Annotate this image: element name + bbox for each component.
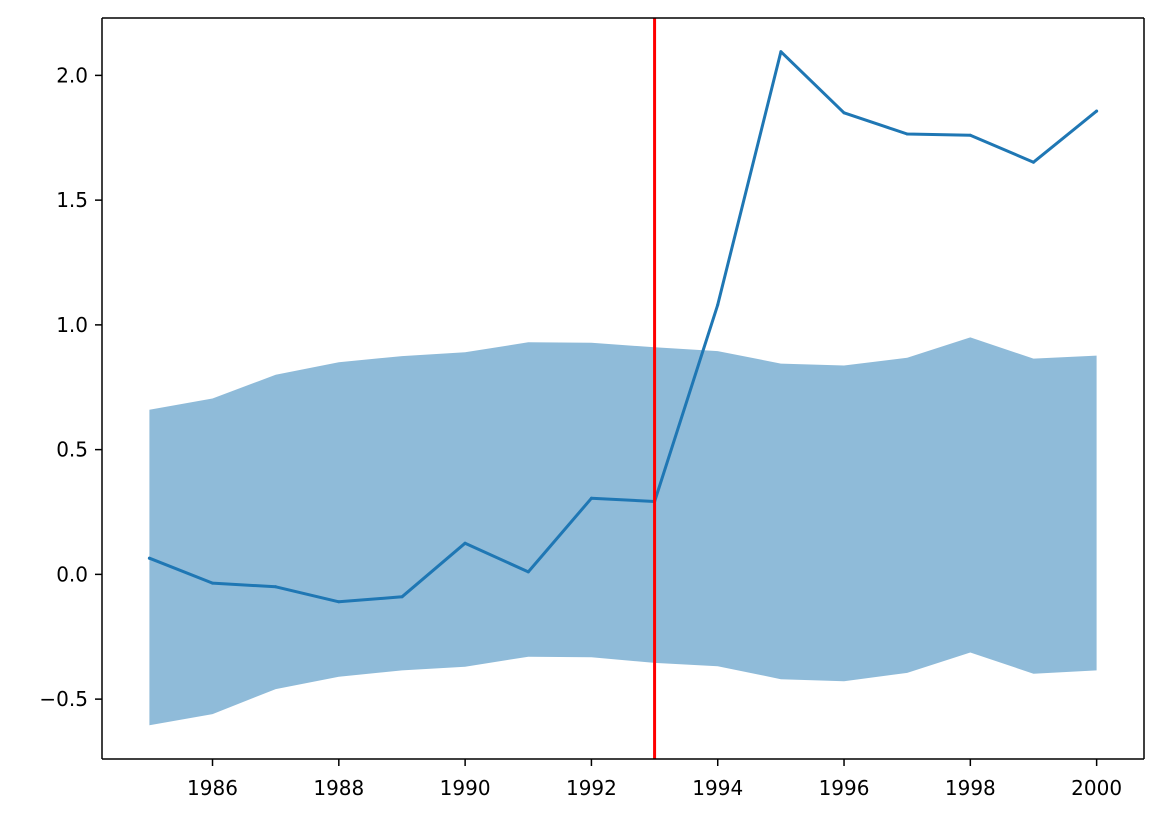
y-tick-label: −0.5 [39,687,88,711]
series-point [1095,109,1099,113]
series-point [589,496,593,500]
confidence-band-layer [149,337,1097,726]
series-point [779,50,783,54]
x-tick-label: 1992 [566,776,617,800]
series-layer [147,50,1099,604]
x-tick-label: 1998 [945,776,996,800]
x-tick-label: 1990 [440,776,491,800]
y-axis-ticks: −0.5 0.0 0.5 1.0 1.5 2.0 [39,63,102,711]
series-point [400,595,404,599]
confidence-band [149,337,1097,726]
y-tick-label: 2.0 [56,63,88,87]
series-point [842,111,846,115]
series-line-0 [147,50,1099,604]
x-axis-ticks: 1986 1988 1990 1992 1994 1996 1998 2000 [187,759,1122,800]
x-tick-label: 1994 [692,776,743,800]
series-point [337,600,341,604]
series-point [463,541,467,545]
series-point [1032,160,1035,164]
series-point [147,556,151,560]
y-tick-label: 0.0 [56,562,88,586]
x-tick-label: 1986 [187,776,238,800]
x-tick-label: 1996 [819,776,870,800]
x-tick-label: 1988 [313,776,364,800]
series-point [211,581,214,585]
y-tick-label: 1.5 [56,188,88,212]
y-tick-label: 0.5 [56,438,88,462]
series-point [905,132,909,136]
y-tick-label: 1.0 [56,313,88,337]
series-point [968,133,972,137]
series-point [274,585,278,589]
series-point [526,570,530,574]
x-tick-label: 2000 [1071,776,1122,800]
series-point [716,303,720,307]
